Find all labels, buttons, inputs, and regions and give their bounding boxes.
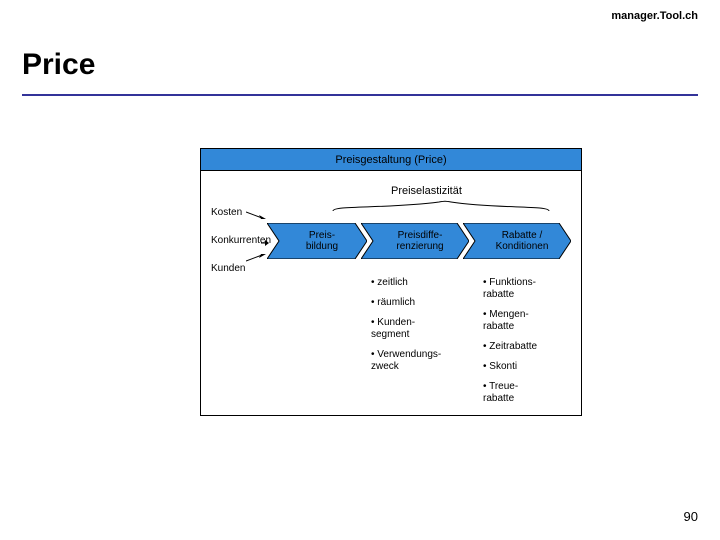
bullet: • Treue- rabatte	[483, 381, 578, 405]
step-label: Preisdiffe- renzierung	[382, 230, 447, 252]
step-preisbildung: Preis- bildung	[267, 223, 367, 259]
panel-header: Preisgestaltung (Price)	[201, 149, 581, 171]
input-list: Kosten Konkurrenten Kunden	[211, 207, 271, 291]
bullet: • räumlich	[371, 297, 476, 309]
diff-bullets: • zeitlich • räumlich • Kunden- segment …	[371, 277, 476, 381]
input-kunden: Kunden	[211, 263, 271, 274]
bullet: • Funktions- rabatte	[483, 277, 578, 301]
bullet: • Verwendungs- zweck	[371, 349, 476, 373]
bullet: • Mengen- rabatte	[483, 309, 578, 333]
step-label: Preis- bildung	[292, 230, 342, 252]
step-label: Rabatte / Konditionen	[482, 230, 553, 252]
subtitle: Preiselastizität	[391, 185, 462, 197]
bullet: • Skonti	[483, 361, 578, 373]
bullet: • zeitlich	[371, 277, 476, 289]
page-title: Price	[22, 48, 95, 82]
bullet: • Kunden- segment	[371, 317, 476, 341]
page-number: 90	[684, 509, 698, 524]
chevron-row: Preis- bildung Preisdiffe- renzierung Ra…	[267, 223, 571, 259]
bracket-curly	[331, 199, 551, 213]
step-preisdiff: Preisdiffe- renzierung	[361, 223, 469, 259]
rabatt-bullets: • Funktions- rabatte • Mengen- rabatte •…	[483, 277, 578, 413]
arrow-icon	[246, 211, 266, 219]
diagram-panel: Preisgestaltung (Price) Preiselastizität…	[200, 148, 582, 416]
arrow-icon	[246, 254, 266, 262]
step-rabatte: Rabatte / Konditionen	[463, 223, 571, 259]
brand-label: manager.Tool.ch	[611, 10, 698, 22]
bullet: • Zeitrabatte	[483, 341, 578, 353]
title-rule	[22, 94, 698, 96]
